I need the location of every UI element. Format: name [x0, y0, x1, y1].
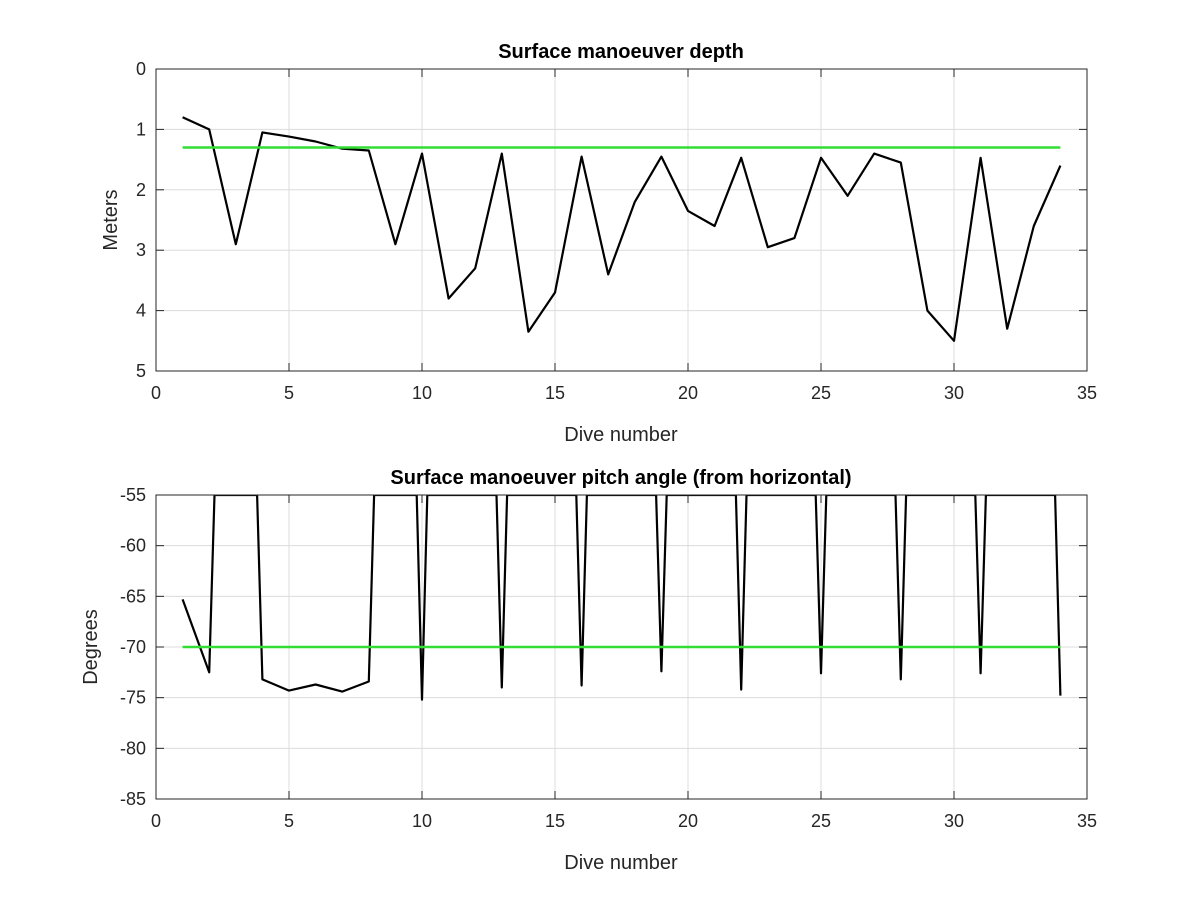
depth-chart-ylabel: Meters: [100, 189, 122, 250]
pitch-chart-xtick-label: 0: [151, 811, 161, 831]
pitch-chart-xtick-label: 20: [678, 811, 698, 831]
pitch-chart-ytick-label: -80: [120, 738, 146, 758]
depth-chart-ytick-label: 2: [136, 180, 146, 200]
pitch-chart-ytick-label: -75: [120, 688, 146, 708]
depth-chart-xtick-label: 30: [944, 383, 964, 403]
depth-chart-title: Surface manoeuver depth: [498, 41, 744, 63]
pitch-chart-xtick-label: 15: [545, 811, 565, 831]
pitch-chart-data-line: [181, 495, 1062, 701]
pitch-chart-xlabel: Dive number: [564, 852, 678, 874]
pitch-chart-ylabel: Degrees: [80, 609, 102, 685]
pitch-chart-xtick-label: 30: [944, 811, 964, 831]
depth-chart-data-line: [182, 116, 1062, 342]
depth-chart-ytick-label: 5: [136, 361, 146, 381]
depth-chart-ytick-label: 4: [136, 301, 146, 321]
pitch-chart-xtick-label: 10: [412, 811, 432, 831]
pitch-chart-xtick-label: 5: [284, 811, 294, 831]
pitch-chart-ytick-label: -55: [120, 485, 146, 505]
depth-chart-xtick-label: 0: [151, 383, 161, 403]
depth-chart-xtick-label: 15: [545, 383, 565, 403]
depth-chart-xtick-label: 35: [1077, 383, 1097, 403]
pitch-chart-xtick-label: 35: [1077, 811, 1097, 831]
depth-chart-xtick-label: 5: [284, 383, 294, 403]
pitch-chart-ytick-label: -70: [120, 637, 146, 657]
depth-chart-xtick-label: 20: [678, 383, 698, 403]
depth-chart-xlabel: Dive number: [564, 424, 678, 446]
depth-chart-xtick-label: 10: [412, 383, 432, 403]
depth-chart-axes-frame: [155, 68, 1088, 372]
pitch-chart-ytick-label: -65: [120, 586, 146, 606]
depth-chart-ytick-label: 3: [136, 240, 146, 260]
depth-chart-xtick-label: 25: [811, 383, 831, 403]
pitch-chart-xtick-label: 25: [811, 811, 831, 831]
pitch-chart-ytick-label: -85: [120, 789, 146, 809]
depth-chart-ytick-label: 1: [136, 119, 146, 139]
depth-chart-ytick-label: 0: [136, 59, 146, 79]
pitch-chart-title: Surface manoeuver pitch angle (from hori…: [390, 467, 851, 489]
pitch-chart-ytick-label: -60: [120, 536, 146, 556]
pitch-chart: 0 5 10 15 20 25 30 35 -55 -60 -65 -70 -75 -80 -85 Surf…: [80, 467, 1097, 874]
